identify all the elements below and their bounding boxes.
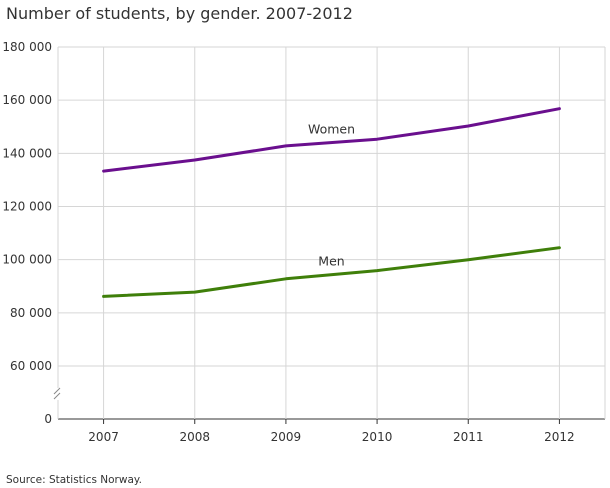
series-label-women: Women [308, 122, 355, 137]
x-tick-label: 2010 [362, 430, 393, 444]
axis-break-mark [53, 387, 61, 395]
y-tick-label: 100 000 [2, 253, 52, 267]
chart-title: Number of students, by gender. 2007-2012 [6, 4, 353, 23]
y-tick-label: 120 000 [2, 200, 52, 214]
axis-break-mark [53, 392, 61, 400]
y-tick-label: 160 000 [2, 93, 52, 107]
x-tick-label: 2007 [88, 430, 119, 444]
y-tick-label: 60 000 [10, 359, 52, 373]
y-tick-label: 80 000 [10, 306, 52, 320]
x-tick-label: 2008 [179, 430, 210, 444]
series-line-men [102, 246, 561, 298]
y-tick-label: 180 000 [2, 40, 52, 54]
y-tick-label: 0 [44, 412, 52, 426]
source-note: Source: Statistics Norway. [6, 474, 142, 486]
x-tick-label: 2012 [544, 430, 575, 444]
y-tick-label: 140 000 [2, 146, 52, 160]
x-tick-label: 2009 [271, 430, 302, 444]
series-line-women [102, 107, 561, 173]
series-label-men: Men [318, 254, 344, 269]
x-tick-label: 2011 [453, 430, 484, 444]
